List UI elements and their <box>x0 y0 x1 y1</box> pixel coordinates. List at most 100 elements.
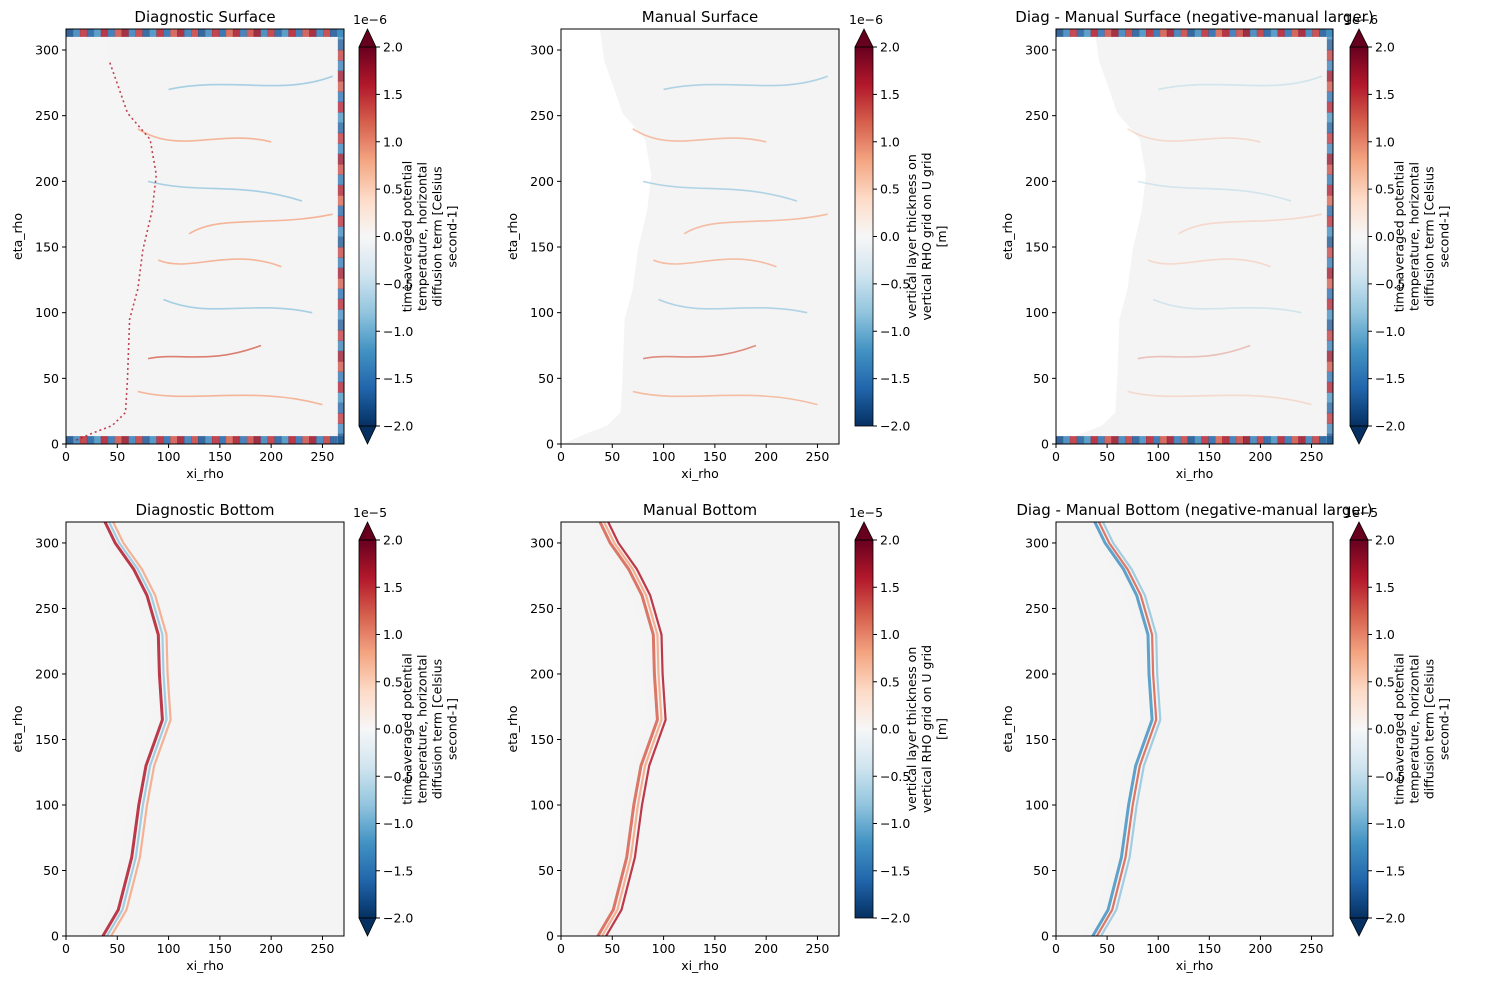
colorbar-tick-label: 1.0 <box>383 134 403 149</box>
colorbar-tick-label: −0.5 <box>880 769 910 784</box>
y-tick-label: 150 <box>530 732 554 747</box>
axes-frame <box>65 28 345 445</box>
heatmap-features <box>66 522 172 936</box>
boundary-noise <box>1263 29 1272 37</box>
boundary-noise <box>1187 29 1195 37</box>
boundary-noise <box>1139 436 1147 444</box>
panel-3: Diag - Manual Surface (negative-manual l… <box>1000 8 1452 481</box>
boundary-noise <box>205 29 213 37</box>
boundary-noise <box>1326 91 1333 103</box>
boundary-noise <box>337 29 344 40</box>
land-mask <box>561 29 652 444</box>
boundary-noise <box>337 122 344 134</box>
boundary-noise <box>337 402 344 414</box>
panel-4: Diagnostic Bottom 0 50 100 150 200 250 0 50 100 15… <box>10 501 460 973</box>
boundary-noise <box>218 436 227 444</box>
x-tick-label: 100 <box>652 941 676 956</box>
shelf-signal <box>101 522 164 936</box>
boundary-noise <box>337 423 344 435</box>
y-tick-label: 200 <box>35 174 59 189</box>
y-tick-label: 50 <box>1033 371 1049 386</box>
boundary-noise <box>1291 29 1299 37</box>
boundary-noise <box>337 205 344 217</box>
boundary-noise <box>1326 226 1333 237</box>
panel-5: Manual Bottom 0 50 100 150 200 250 0 50 100 150 200… <box>505 501 949 973</box>
colorbar-label-line: time-averaged potential <box>1392 161 1407 312</box>
y-tick-label: 0 <box>1041 929 1049 944</box>
boundary-noise <box>281 29 289 37</box>
colorbar-label-line: vertical RHO grid on U grid <box>919 645 934 813</box>
boundary-noise <box>1326 236 1333 248</box>
colorbar-scale-label: 1e−5 <box>353 505 387 520</box>
x-tick-label: 200 <box>754 449 778 464</box>
boundary-noise <box>274 436 282 444</box>
y-tick-label: 200 <box>1025 174 1049 189</box>
colorbar-tick-label: 1.0 <box>1375 134 1395 149</box>
boundary-noise <box>1104 436 1112 444</box>
boundary-noise <box>149 436 157 444</box>
boundary-noise <box>1062 29 1071 37</box>
colorbar-label-line: diffusion term [Celsius <box>1422 166 1437 306</box>
colorbar-label: time-averaged potential temperature, hori… <box>1392 653 1452 804</box>
boundary-noise <box>337 153 344 165</box>
x-tick-label: 200 <box>1248 941 1272 956</box>
colorbar-tick-label: 2.0 <box>383 40 403 55</box>
panel-title: Diag - Manual Bottom (negative-manual la… <box>1016 501 1372 519</box>
x-tick-label: 200 <box>754 941 778 956</box>
boundary-noise <box>1146 436 1154 444</box>
x-tick-label: 150 <box>208 941 232 956</box>
x-tick-label: 50 <box>604 941 620 956</box>
filament <box>653 258 777 268</box>
colorbar-tick-label: 1.0 <box>880 627 900 642</box>
colorbar-extend-min <box>358 425 377 445</box>
boundary-noise <box>1326 361 1333 372</box>
boundary-noise <box>86 29 95 37</box>
x-tick-label: 100 <box>157 941 181 956</box>
boundary-noise <box>337 226 344 237</box>
boundary-noise <box>142 29 150 37</box>
boundary-noise <box>1326 163 1333 175</box>
x-tick-label: 150 <box>703 449 727 464</box>
colorbar-tick-label: 1.5 <box>1375 87 1395 102</box>
boundary-noise <box>1090 29 1099 37</box>
boundary-noise <box>337 278 344 289</box>
boundary-noise <box>93 436 102 444</box>
colorbar-tick-label: 0.0 <box>383 229 403 244</box>
boundary-noise <box>79 29 88 37</box>
colorbar-extend-max <box>854 521 874 541</box>
boundary-noise <box>260 436 269 444</box>
colorbar: −2.0 −1.5 −1.0 −0.5 0.0 0.5 1.0 1.5 2.0 1e−6 time-… <box>353 12 460 445</box>
boundary-noise <box>246 29 255 37</box>
boundary-noise <box>232 436 241 444</box>
boundary-noise <box>295 29 303 37</box>
boundary-noise <box>1326 101 1333 113</box>
y-tick-label: 300 <box>35 535 59 550</box>
axes-frame <box>1055 521 1334 937</box>
y-tick-label: 100 <box>35 797 59 812</box>
filament <box>632 390 818 406</box>
boundary-noise <box>177 436 185 444</box>
boundary-noise <box>1173 436 1182 444</box>
colorbar-scale-label: 1e−6 <box>849 12 883 27</box>
boundary-noise <box>1326 132 1333 144</box>
boundary-noise <box>1312 29 1320 37</box>
boundary-noise <box>281 436 289 444</box>
boundary-noise <box>1215 436 1223 444</box>
boundary-noise <box>1069 29 1078 37</box>
shelf-signal <box>1100 522 1162 936</box>
boundary-noise <box>1270 436 1279 444</box>
boundary-noise <box>135 436 143 444</box>
filament <box>158 258 282 268</box>
boundary-noise <box>191 29 199 37</box>
colorbar-gradient <box>1350 540 1368 918</box>
boundary-noise <box>337 236 344 248</box>
boundary-noise <box>246 436 255 444</box>
boundary-noise <box>198 436 206 444</box>
colorbar-tick-label: 0.0 <box>1375 229 1395 244</box>
boundary-noise <box>1263 436 1272 444</box>
boundary-noise <box>225 29 234 37</box>
boundary-noise <box>1326 423 1333 435</box>
x-tick-label: 100 <box>1146 449 1170 464</box>
boundary-noise <box>267 436 275 444</box>
boundary-noise <box>1326 153 1333 165</box>
